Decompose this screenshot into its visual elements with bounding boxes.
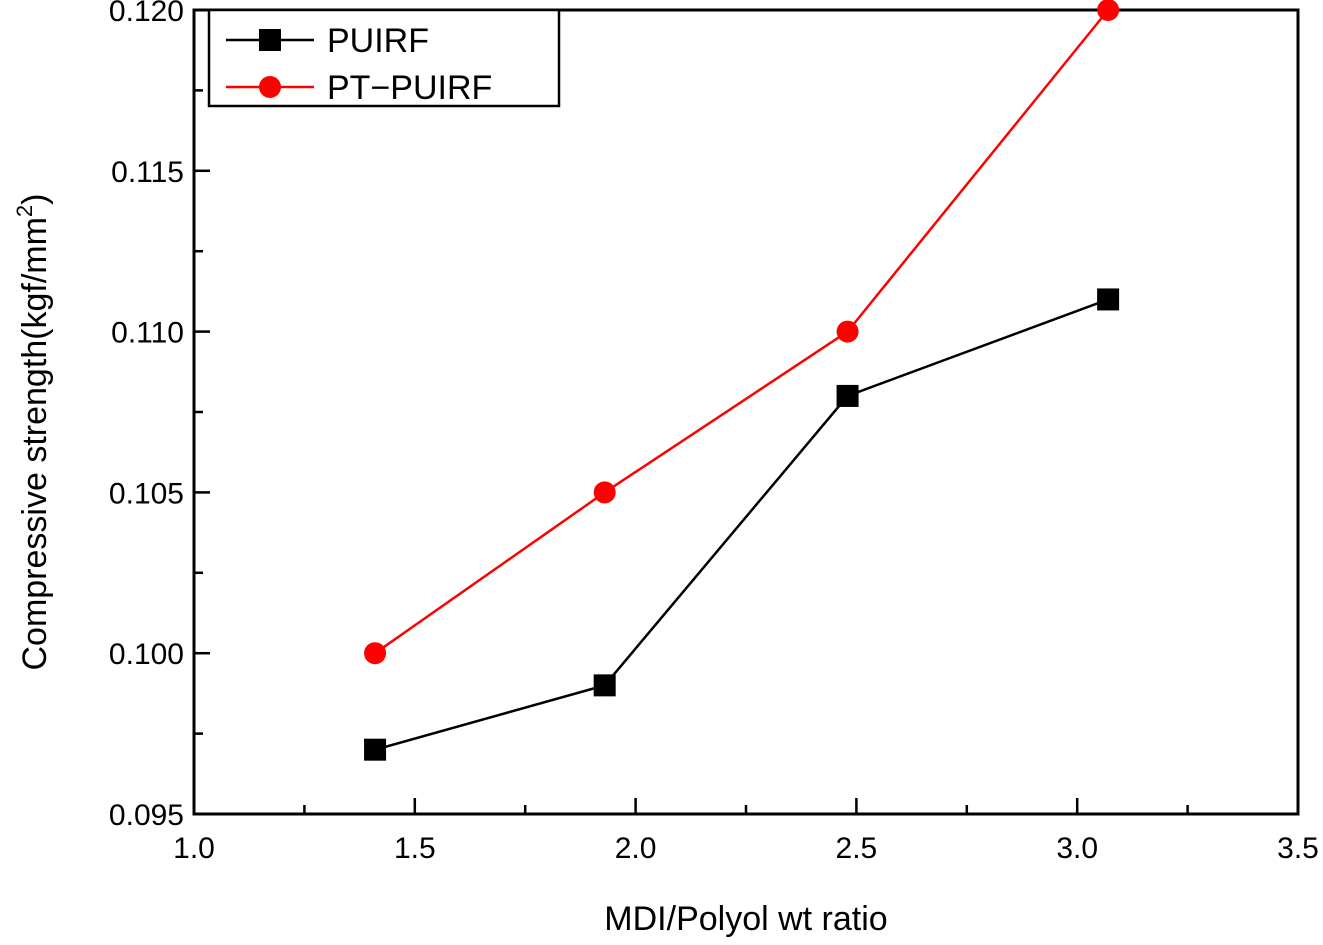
x-tick-label: 3.0 <box>1056 832 1098 865</box>
y-axis-title-superscript: 2 <box>12 205 37 217</box>
y-tick-label: 0.120 <box>109 0 184 28</box>
x-tick-label: 2.0 <box>615 832 657 865</box>
series-layer <box>364 0 1120 761</box>
data-point <box>593 481 616 504</box>
data-point <box>1097 0 1120 21</box>
x-tick-label: 1.5 <box>394 832 436 865</box>
y-axis-title: Compressive strength(kgf/mm2) <box>12 193 54 670</box>
legend: PUIRF PT−PUIRF <box>207 8 561 108</box>
legend-label: PUIRF <box>327 22 429 60</box>
data-point <box>364 738 387 761</box>
legend-item: PT−PUIRF <box>226 69 492 107</box>
series-pt-puirf <box>364 0 1120 665</box>
y-axis-title-text: Compressive strength(kgf/mm <box>16 217 54 670</box>
y-tick-label: 0.115 <box>111 156 184 189</box>
x-tick-label: 3.5 <box>1277 832 1319 865</box>
x-tick-label: 2.5 <box>836 832 878 865</box>
y-axis-title-suffix: ) <box>16 193 54 204</box>
x-tick-label: 1.0 <box>173 832 215 865</box>
axes: 1.0 1.5 2.0 2.5 3.0 3.5 0.095 0.100 0.105 0.110 0.… <box>109 0 1319 865</box>
data-point <box>364 642 387 665</box>
legend-swatch-marker <box>259 29 281 51</box>
series-line <box>374 9 1110 655</box>
data-point <box>593 674 616 697</box>
plot-frame <box>192 8 1300 816</box>
legend-item: PUIRF <box>226 22 429 60</box>
series-line <box>374 298 1109 751</box>
legend-swatch-marker <box>259 76 281 98</box>
y-tick-label: 0.110 <box>111 317 184 350</box>
legend-label: PT−PUIRF <box>327 69 492 107</box>
y-tick-label: 0.100 <box>109 638 184 671</box>
data-point <box>1097 288 1120 311</box>
x-axis-title: MDI/Polyol wt ratio <box>604 900 887 938</box>
series-puirf <box>364 288 1120 761</box>
y-tick-label: 0.095 <box>109 799 184 832</box>
data-point <box>836 384 859 407</box>
y-tick-label: 0.105 <box>109 477 184 510</box>
data-point <box>836 320 859 343</box>
